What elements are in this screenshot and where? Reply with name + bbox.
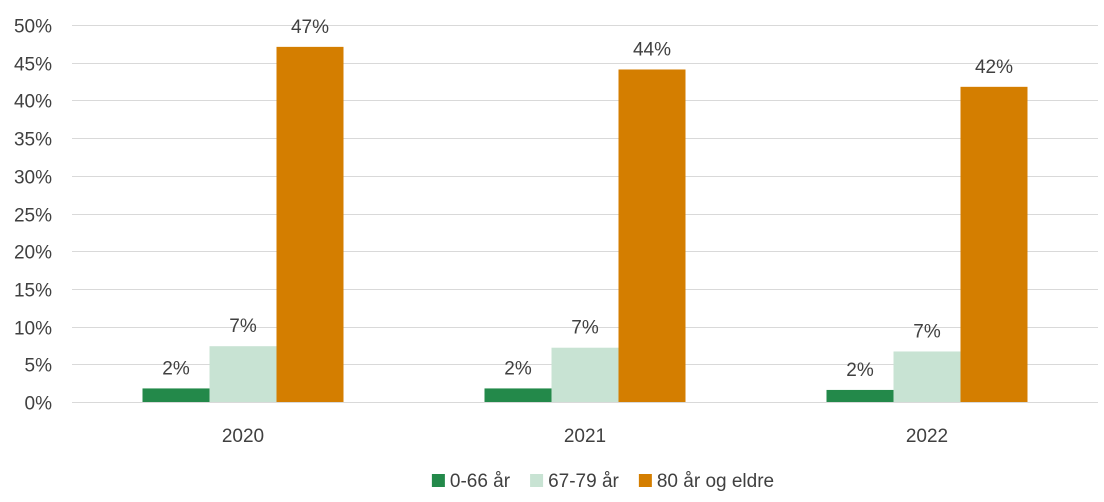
legend-swatch [638, 474, 652, 487]
data-labels: 2% 7% 47% 2% 7% 44% 2% 7% 42% [162, 17, 1013, 381]
data-label: 7% [571, 318, 599, 339]
y-tick-label: 45% [14, 55, 52, 76]
y-axis-tick-labels: 0% 5% 10% 15% 20% 25% 30% 35% 40% 45% 50% [14, 17, 52, 415]
y-tick-label: 50% [14, 17, 52, 38]
data-label: 2% [846, 360, 874, 381]
bar [142, 388, 210, 402]
y-tick-label: 10% [14, 319, 52, 340]
gridlines [72, 25, 1098, 403]
bar [893, 351, 961, 402]
y-tick-label: 20% [14, 243, 52, 264]
y-tick-label: 15% [14, 281, 52, 302]
x-axis-tick-labels: 2020 2021 2022 [222, 426, 948, 447]
bar [551, 347, 619, 402]
y-tick-label: 35% [14, 130, 52, 151]
y-tick-label: 30% [14, 168, 52, 189]
legend-label: 80 år og eldre [657, 471, 774, 492]
bar [484, 388, 552, 402]
legend-label: 0-66 år [450, 471, 511, 492]
legend-item: 67-79 år [530, 471, 620, 492]
bar [618, 69, 686, 403]
legend-swatch [530, 474, 544, 487]
bars [142, 46, 1028, 403]
data-label: 2% [504, 358, 532, 379]
data-label: 7% [229, 316, 257, 337]
legend-swatch [431, 474, 445, 487]
y-tick-label: 40% [14, 92, 52, 113]
y-tick-label: 25% [14, 206, 52, 227]
y-tick-label: 5% [25, 356, 53, 377]
y-tick-label: 0% [25, 394, 53, 415]
data-label: 44% [633, 39, 671, 60]
data-label: 42% [975, 57, 1013, 78]
data-label: 47% [291, 17, 329, 38]
bar [209, 346, 277, 402]
legend-label: 67-79 år [548, 471, 619, 492]
legend-item: 0-66 år [431, 471, 511, 492]
x-tick-label: 2020 [222, 426, 264, 447]
x-tick-label: 2022 [906, 426, 948, 447]
x-tick-label: 2021 [564, 426, 606, 447]
data-label: 2% [162, 358, 190, 379]
legend-item: 80 år og eldre [638, 471, 774, 492]
bar [826, 389, 894, 402]
data-label: 7% [913, 321, 941, 342]
bar [960, 86, 1028, 402]
bar [276, 46, 344, 403]
legend: 0-66 år 67-79 år 80 år og eldre [431, 471, 774, 492]
